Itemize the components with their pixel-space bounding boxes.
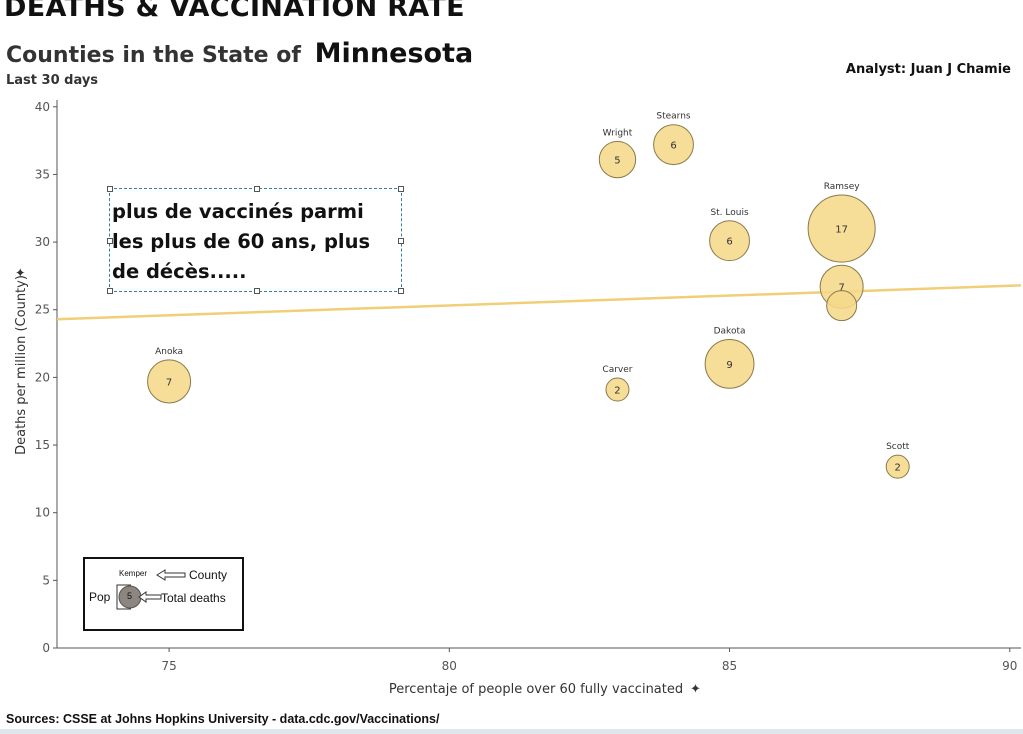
legend-arrow-county-icon [156,569,186,581]
bubble-value: 6 [670,141,676,152]
resize-handle-mr[interactable] [398,238,404,244]
resize-handle-tl[interactable] [107,186,113,192]
page-subtitle: Counties in the State of Minnesota [6,38,473,69]
bubble [147,359,192,404]
y-axis-label: Deaths per million (County) [14,275,29,455]
bubbles-layer: 7 Anoka 2 Carver 5 Wright 6 Stearns 6 St. Louis 9 D… [147,112,910,479]
bubble-value: 6 [726,237,732,248]
x-tick-label: 85 [722,659,737,673]
x-axis-label: Percentaje of people over 60 fully vacci… [389,682,683,697]
bubble-county-label: St. Louis [710,208,749,218]
bubble-value: 17 [835,225,848,236]
bubble [807,194,876,263]
y-tick-label: 25 [35,303,50,317]
resize-handle-tr[interactable] [398,186,404,192]
bubble-value: 7 [838,283,844,294]
bubble [704,338,755,389]
y-axis-pin-icon[interactable]: ✦ [14,267,29,278]
legend-bracket-icon [116,584,131,610]
resize-handle-tm[interactable] [254,186,260,192]
analyst-label: Analyst: Juan J Chamie [845,62,1011,77]
bubble-value: 9 [726,360,732,371]
bubble-value: 5 [614,156,620,167]
bubble-value: 2 [895,463,901,474]
y-tick-label: 30 [35,235,50,249]
bubble [598,140,637,179]
resize-handle-ml[interactable] [107,238,113,244]
bubble-county-label: Stearns [656,112,691,122]
bubble [826,290,858,322]
y-tick-label: 35 [35,167,50,181]
x-axis-pin-icon[interactable]: ✦ [690,682,701,697]
state-name: Minnesota [314,38,474,69]
legend-arrow-deaths-icon [138,591,162,603]
bubble [885,454,910,479]
bubble-value: 7 [166,377,172,388]
bubble-county-label: Anoka [155,347,183,357]
bubble-value: 2 [614,386,620,397]
bubble [709,220,750,262]
legend-sample-county: Kemper [119,569,148,578]
resize-handle-br[interactable] [398,288,404,294]
page-title: DEATHS & VACCINATION RATE [4,0,465,23]
bubble [605,377,630,402]
x-tick-label: 75 [161,659,176,673]
y-tick-label: 0 [42,641,50,655]
bubble-county-label: Wright [603,128,633,138]
y-tick-label: 15 [35,438,50,452]
y-tick-label: 10 [35,506,50,520]
legend-pop-label: Pop [89,590,111,604]
annotation-textbox[interactable]: plus de vaccinés parmi les plus de 60 an… [107,186,404,294]
period-label: Last 30 days [6,73,99,88]
subtitle-prefix: Counties in the State of [6,43,301,68]
y-tick-label: 5 [42,573,50,587]
y-tick-label: 40 [35,100,50,114]
bubble-county-label: Dakota [714,326,746,336]
resize-handle-bm[interactable] [254,288,260,294]
sources-footer: Sources: CSSE at Johns Hopkins Universit… [6,712,440,726]
bubble-county-label: Scott [886,442,910,452]
annotation-text: plus de vaccinés parmi les plus de 60 an… [112,200,371,283]
legend-county-label: County [189,568,228,582]
legend-deaths-label: Total deaths [161,591,226,605]
bubble-county-label: Carver [602,365,632,375]
bubble [653,124,694,166]
resize-handle-bl[interactable] [107,288,113,294]
footer-strip [0,729,1023,734]
y-tick-label: 20 [35,370,50,384]
x-tick-label: 90 [1002,659,1017,673]
x-tick-label: 80 [442,659,457,673]
legend-sample-value: 5 [127,591,133,601]
bubble-county-label: Ramsey [824,182,861,192]
chart-legend: Kemper County Pop 5 Total deaths [83,557,244,631]
